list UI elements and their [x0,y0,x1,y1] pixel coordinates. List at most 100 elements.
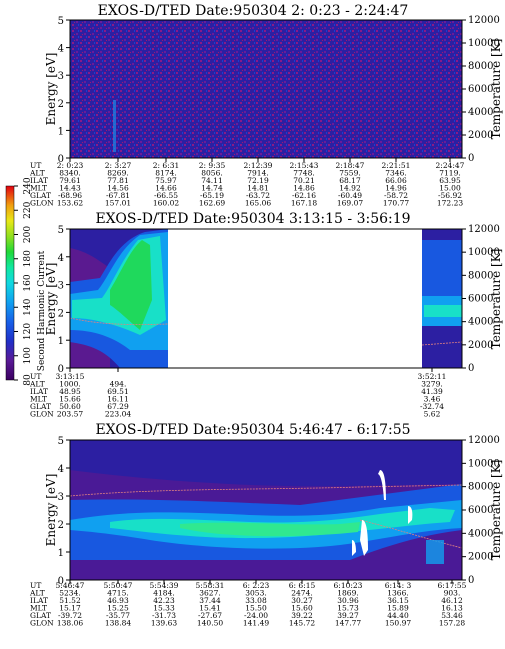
orbit-cell: 157.28 [439,619,465,628]
panel-3-orbit-table: UTALTILATMLTGLATGLON5:46:475234.51.5215.… [29,580,467,628]
colorbar-tick-label: 200 [23,226,33,243]
panel-3-energy-ticks: 0 1 2 3 4 5 [58,436,70,587]
orbit-cell: 203.57 [57,410,83,419]
orbit-cell: 5:46:47 [56,581,85,590]
orbit-row-label: UT [30,372,41,381]
orbit-cell: 1000. [59,380,80,389]
panel-1-temperature-ticks: 0 2000 4000 6000 8000 10000 12000 [462,15,500,164]
energy-tick-label: 2 [58,520,64,531]
orbit-cell: -60.49 [338,191,362,200]
energy-tick-label: 0 [58,154,64,165]
orbit-row-label: ILAT [30,387,48,396]
orbit-cell: 7559. [339,169,360,178]
orbit-cell: 3279. [421,380,442,389]
temperature-tick-label: 12000 [468,435,500,446]
orbit-cell: 5:54:39 [150,581,179,590]
orbit-row-label: MLT [30,604,47,613]
temperature-tick-label: 2000 [468,130,493,141]
orbit-cell: 7346. [385,169,406,178]
orbit-cell: 170.77 [383,199,409,208]
orbit-cell: 2: 6:31 [153,161,180,170]
colorbar-ticks: 80 100 120 140 160 180 200 220 240 [14,177,33,386]
energy-tick-label: 5 [58,16,64,27]
orbit-cell: 70.21 [293,176,314,185]
temperature-tick-label: 4000 [468,528,493,539]
orbit-cell: 2:18:47 [336,161,365,170]
orbit-row-label: ILAT [30,596,48,605]
energy-tick-label: 2 [58,308,64,319]
temperature-tick-label: 4000 [468,317,493,328]
orbit-cell: 2: 0:23 [57,161,84,170]
orbit-row-label: ALT [29,169,45,178]
orbit-cell: 15.00 [439,184,461,193]
orbit-row-label: ALT [29,380,45,389]
orbit-cell: 138.06 [57,619,83,628]
orbit-cell: 30.27 [291,596,313,605]
panel-2-temperature-ticks: 0 2000 4000 6000 8000 10000 12000 [462,224,500,374]
energy-tick-label: 1 [58,336,64,347]
temperature-tick-label: 12000 [468,224,500,235]
orbit-cell: 42.23 [153,596,175,605]
orbit-cell: 147.77 [335,619,361,628]
orbit-cell: 2:24:47 [436,161,465,170]
orbit-cell: 140.50 [197,619,223,628]
orbit-row-label: GLAT [30,611,51,620]
temperature-tick-label: 8000 [468,482,493,493]
energy-tick-label: 0 [58,364,64,375]
orbit-cell: 157.01 [105,199,131,208]
orbit-cell: -27.67 [198,611,222,620]
panel-2-energy-ticks: 0 1 2 3 4 5 [58,225,70,375]
energy-tick-label: 4 [58,44,64,55]
temperature-tick-label: 10000 [468,38,500,49]
panel-3-temperature-ticks: 0 2000 4000 6000 8000 10000 12000 [462,435,500,586]
colorbar: 80 100 120 140 160 180 200 220 240 Second Harmon… [5,177,47,386]
orbit-cell: 1869. [337,589,358,598]
panel-1-ylabel: Energy [eV] [44,53,58,126]
orbit-cell: 75.97 [155,176,177,185]
orbit-cell: 77.81 [107,176,128,185]
panel-3-ylabel: Energy [eV] [44,474,58,547]
energy-tick-label: 0 [58,576,64,587]
orbit-cell: 162.69 [199,199,225,208]
colorbar-tick-label: 80 [23,374,33,386]
orbit-cell: 14.81 [247,184,268,193]
orbit-cell: 3053. [245,589,266,598]
orbit-cell: 15.89 [387,604,409,613]
orbit-cell: 223.04 [105,410,131,419]
orbit-cell: 138.84 [105,619,131,628]
orbit-cell: 14.43 [59,184,81,193]
panel-3-title: EXOS-D/TED Date:950304 5:46:47 - 6:17:55 [95,422,410,438]
orbit-cell: 5:58:31 [196,581,225,590]
orbit-cell: 15.41 [199,604,220,613]
orbit-cell: 48.95 [59,387,81,396]
orbit-cell: 15.17 [59,604,81,613]
energy-tick-label: 5 [58,225,64,236]
orbit-cell: -62.16 [292,191,316,200]
colorbar-tick-label: 140 [23,298,33,315]
orbit-cell: 167.18 [291,199,317,208]
colorbar-scale [5,185,15,381]
panel-2-data-left [69,229,169,368]
orbit-cell: -66.55 [154,191,178,200]
orbit-cell: 15.60 [291,604,313,613]
orbit-cell: -24.00 [244,611,268,620]
temperature-tick-label: 10000 [468,458,500,469]
orbit-cell: 2:21:51 [382,161,411,170]
energy-tick-label: 3 [58,492,64,503]
energy-tick-label: 3 [58,71,64,82]
orbit-cell: 3:52:11 [418,372,447,381]
orbit-cell: 494. [110,380,127,389]
orbit-cell: 150.97 [385,619,411,628]
orbit-cell: -67.81 [106,191,130,200]
orbit-cell: -63.72 [246,191,270,200]
orbit-row-label: UT [30,581,41,590]
orbit-cell: 2: 3:27 [105,161,132,170]
orbit-cell: -68.96 [58,191,82,200]
orbit-cell: 172.23 [437,199,463,208]
orbit-cell: 3.46 [424,395,441,404]
panel-1-energy-ticks: 0 1 2 3 4 5 [58,16,70,165]
orbit-cell: 7748. [293,169,314,178]
orbit-cell: -56.92 [438,191,462,200]
temperature-tick-label: 0 [468,363,474,374]
